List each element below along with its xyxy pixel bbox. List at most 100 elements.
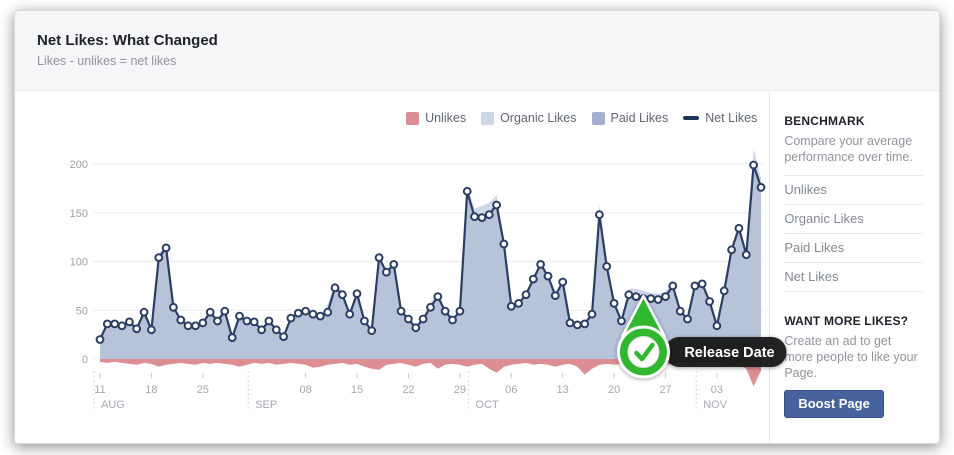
data-point[interactable] [308,309,318,319]
data-point[interactable] [315,311,325,321]
data-point[interactable] [132,324,142,334]
data-point[interactable] [198,318,208,328]
data-point[interactable] [360,316,369,326]
data-point[interactable] [705,297,714,306]
data-point[interactable] [176,315,186,325]
data-point[interactable] [147,325,156,335]
data-point[interactable] [125,317,134,327]
data-point[interactable] [183,321,193,331]
data-point[interactable] [653,295,663,304]
data-point[interactable] [161,243,171,253]
data-point[interactable] [719,286,729,296]
benchmark-item-organic-likes[interactable]: Organic Likes [784,204,923,233]
boost-page-button[interactable]: Boost Page [784,390,884,418]
benchmark-item-paid-likes[interactable]: Paid Likes [784,233,923,262]
data-point[interactable] [389,260,399,269]
benchmark-item-net-likes[interactable]: Net Likes [784,262,923,292]
data-point[interactable] [382,267,391,277]
data-point[interactable] [595,210,604,220]
data-point[interactable] [609,299,619,308]
data-point[interactable] [411,323,421,333]
data-point[interactable] [550,291,560,301]
data-point[interactable] [617,316,626,326]
data-point[interactable] [661,292,670,302]
data-point[interactable] [587,309,597,319]
data-point[interactable] [345,309,355,319]
data-point[interactable] [440,306,450,316]
data-point[interactable] [683,314,692,324]
data-point[interactable] [668,281,678,291]
data-point[interactable] [279,332,289,342]
data-point[interactable] [690,281,700,291]
data-point[interactable] [477,213,487,222]
data-point[interactable] [602,262,612,271]
data-point[interactable] [235,311,244,321]
data-point[interactable] [139,307,149,317]
data-point[interactable] [741,250,751,260]
data-point[interactable] [448,315,457,325]
data-point[interactable] [756,183,766,192]
data-point[interactable] [271,325,281,335]
data-point[interactable] [293,308,303,318]
data-point[interactable] [191,321,200,331]
data-point[interactable] [220,306,230,316]
data-point[interactable] [102,319,112,329]
data-point[interactable] [462,186,472,196]
data-point[interactable] [374,253,384,263]
data-point[interactable] [624,290,634,300]
data-point[interactable] [580,319,590,329]
legend-item-unlikes[interactable]: Unlikes [406,111,466,125]
data-point[interactable] [264,316,274,326]
data-point[interactable] [484,210,494,220]
data-point[interactable] [646,294,656,304]
data-point[interactable] [396,306,406,316]
data-point[interactable] [675,306,685,316]
data-point[interactable] [749,160,758,170]
data-point[interactable] [514,299,524,308]
data-point[interactable] [734,223,744,233]
data-point[interactable] [242,316,252,326]
data-point[interactable] [352,289,362,299]
data-point[interactable] [227,333,237,343]
data-point[interactable] [573,320,582,330]
data-point[interactable] [712,321,722,331]
data-point[interactable] [492,200,502,210]
data-point[interactable] [323,307,333,317]
data-point[interactable] [257,325,267,335]
data-point[interactable] [213,316,222,326]
legend-item-paid-likes[interactable]: Paid Likes [591,111,668,125]
data-point[interactable] [286,313,296,323]
data-point[interactable] [330,283,340,293]
data-point[interactable] [404,314,413,324]
data-point[interactable] [169,302,178,312]
data-point[interactable] [697,279,707,289]
data-point[interactable] [301,306,311,316]
data-point[interactable] [631,292,641,302]
benchmark-item-unlikes[interactable]: Unlikes [784,175,923,204]
data-point[interactable] [95,335,105,344]
data-point[interactable] [418,314,428,324]
data-point[interactable] [543,271,553,281]
data-point[interactable] [154,253,164,263]
data-point[interactable] [338,290,347,300]
data-point[interactable] [470,212,479,222]
data-point[interactable] [426,302,435,312]
data-point[interactable] [565,318,575,328]
data-point[interactable] [455,306,465,316]
release-date-pin[interactable] [616,294,670,379]
legend-item-organic-likes[interactable]: Organic Likes [481,111,577,125]
data-point[interactable] [367,326,377,336]
data-point[interactable] [521,290,531,300]
data-point[interactable] [249,317,259,327]
data-point[interactable] [506,301,516,311]
data-point[interactable] [433,292,443,302]
data-point[interactable] [558,277,568,287]
data-point[interactable] [528,274,538,284]
data-point[interactable] [205,307,215,317]
legend-item-net-likes[interactable]: Net Likes [683,111,757,125]
data-point[interactable] [536,260,545,269]
data-point[interactable] [727,245,736,255]
data-point[interactable] [499,239,509,249]
data-point[interactable] [117,321,127,331]
data-point[interactable] [110,319,120,329]
